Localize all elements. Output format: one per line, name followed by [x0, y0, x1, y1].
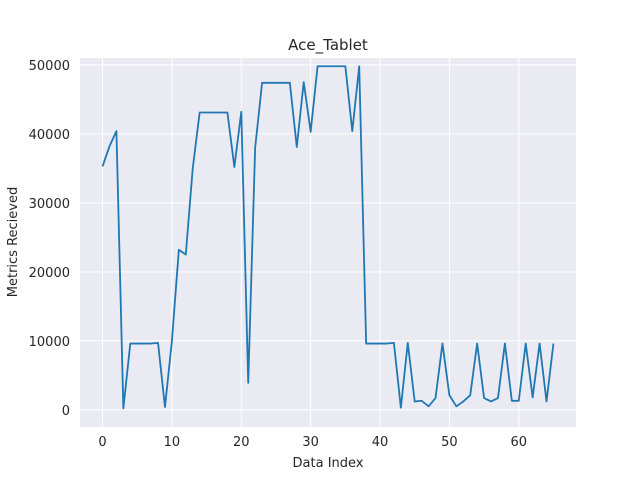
y-axis-label: Metrics Recieved — [6, 187, 21, 297]
chart-title: Ace_Tablet — [288, 36, 368, 55]
y-tick-label: 30000 — [29, 197, 70, 212]
y-tick-label: 40000 — [29, 128, 70, 143]
y-tick-label: 20000 — [29, 266, 70, 281]
x-axis-label: Data Index — [293, 456, 364, 471]
x-tick-label: 0 — [98, 435, 106, 450]
plot-background — [80, 58, 576, 427]
x-tick-label: 20 — [233, 435, 250, 450]
x-tick-label: 40 — [372, 435, 389, 450]
series-group — [101, 65, 555, 410]
y-tick-label: 50000 — [29, 59, 70, 74]
x-tick-label: 10 — [164, 435, 181, 450]
series-line — [101, 65, 555, 410]
x-tick-labels: 0 10 20 30 40 50 60 — [98, 435, 527, 450]
y-tick-label: 10000 — [29, 335, 70, 350]
x-tick-label: 60 — [510, 435, 527, 450]
x-tick-label: 30 — [302, 435, 319, 450]
x-tick-label: 50 — [441, 435, 458, 450]
y-tick-labels: 0 10000 20000 30000 40000 50000 — [29, 59, 70, 419]
y-tick-label: 0 — [62, 404, 70, 419]
